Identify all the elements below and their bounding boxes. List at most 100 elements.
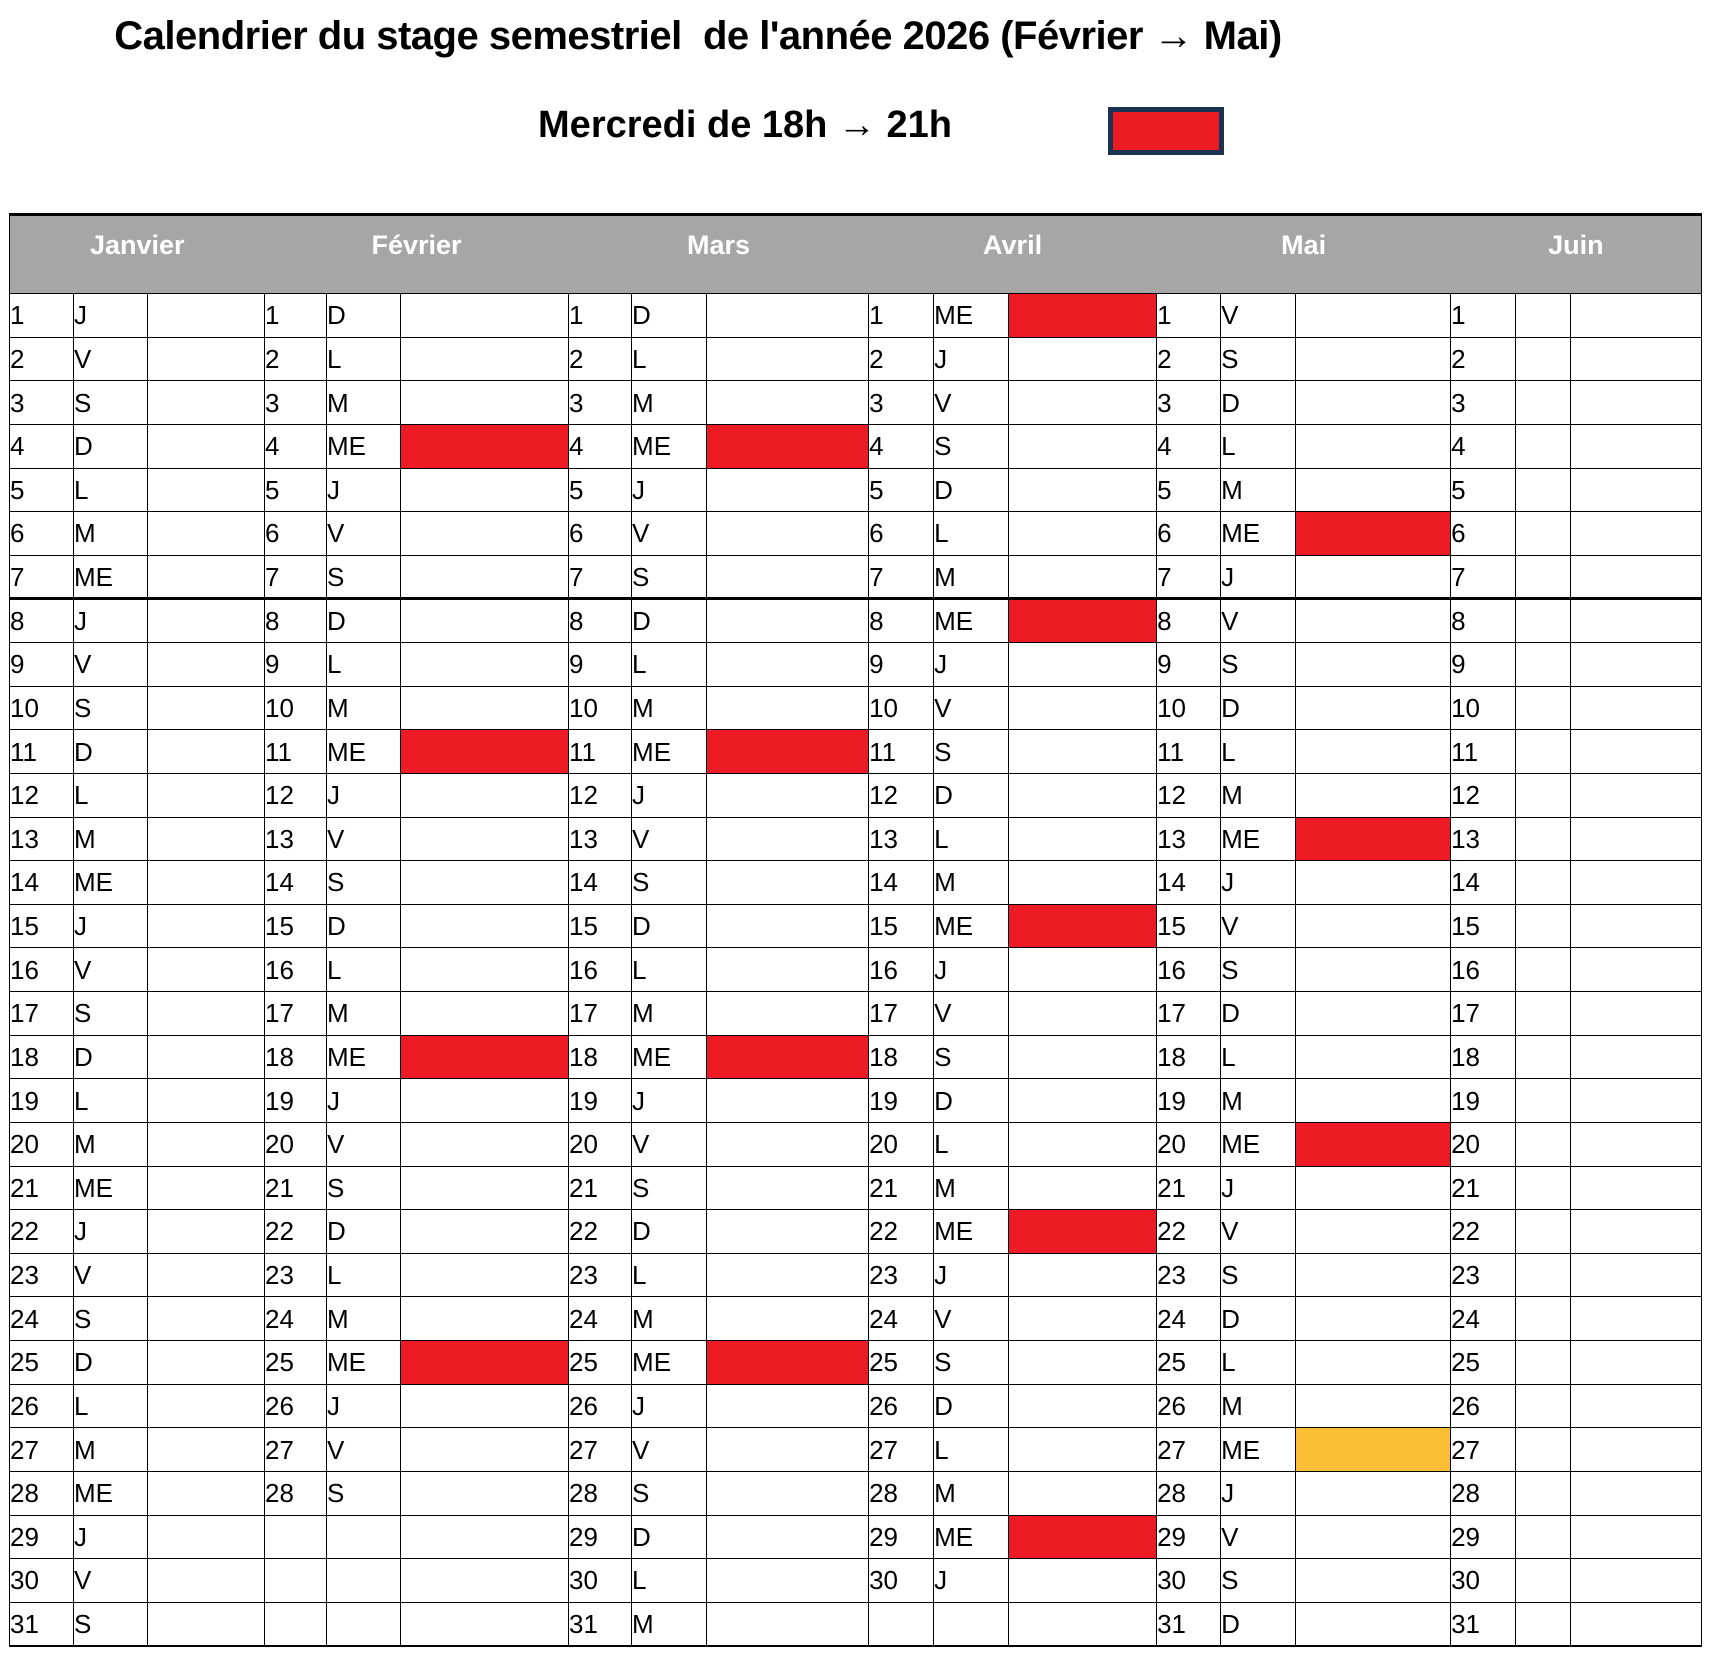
session-highlight-cell <box>1570 1034 1703 1080</box>
day-letter-cell: D <box>631 1209 708 1254</box>
session-highlight-cell <box>1570 1296 1703 1341</box>
day-number-cell: 9 <box>568 642 633 687</box>
session-highlight-cell <box>706 511 870 556</box>
day-number-cell: 28 <box>568 1470 633 1516</box>
day-number-cell: 9 <box>9 642 74 687</box>
day-letter-cell <box>1515 1427 1572 1472</box>
day-letter-cell: J <box>631 772 708 818</box>
day-number-cell: 18 <box>9 1034 74 1080</box>
day-letter-cell: S <box>631 860 708 905</box>
day-number-cell: 3 <box>568 380 633 425</box>
session-highlight-cell <box>146 1034 266 1080</box>
day-number-cell: 26 <box>9 1383 74 1429</box>
session-highlight-cell <box>146 685 266 731</box>
day-letter-cell: L <box>326 642 402 687</box>
day-letter-cell <box>1515 467 1572 513</box>
session-highlight-cell <box>146 729 266 774</box>
day-letter-cell <box>1515 991 1572 1036</box>
month-header-mars: Mars <box>568 214 869 294</box>
day-number-cell: 24 <box>1156 1296 1222 1341</box>
day-letter-cell: J <box>326 772 402 818</box>
day-number-cell: 12 <box>568 772 633 818</box>
session-highlight-cell <box>146 1165 266 1211</box>
day-number-cell: 12 <box>1156 772 1222 818</box>
day-number-cell: 14 <box>264 860 328 905</box>
day-number-cell: 20 <box>568 1121 633 1167</box>
session-highlight-cell <box>706 1427 870 1472</box>
day-letter-cell: J <box>73 1209 148 1254</box>
day-letter-cell: S <box>326 1470 402 1516</box>
day-letter-cell: ME <box>73 554 148 601</box>
day-letter-cell: J <box>326 1383 402 1429</box>
schedule-subtitle: Mercredi de 18h → 21h <box>538 104 952 146</box>
day-number-cell: 3 <box>1450 380 1517 425</box>
month-header-avril: Avril <box>868 214 1157 294</box>
day-number-cell: 25 <box>1450 1340 1517 1385</box>
session-highlight-cell <box>1008 729 1158 774</box>
day-number-cell: 17 <box>9 991 74 1036</box>
day-number-cell <box>264 1601 328 1647</box>
day-letter-cell: L <box>631 947 708 992</box>
session-highlight-cell <box>706 903 870 949</box>
session-highlight-cell <box>400 1078 570 1123</box>
calendar-title: Calendrier du stage semestriel de l'anné… <box>114 14 1282 58</box>
table-row: 1 J 1 D 1 D 1 ME 1 V 1 <box>9 293 1703 338</box>
day-letter-cell <box>326 1558 402 1603</box>
day-letter-cell: V <box>326 511 402 556</box>
day-number-cell: 30 <box>568 1558 633 1603</box>
session-highlight-cell <box>1008 1470 1158 1516</box>
day-number-cell: 26 <box>868 1383 935 1429</box>
day-letter-cell: L <box>631 1252 708 1298</box>
day-number-cell: 22 <box>9 1209 74 1254</box>
session-highlight-cell <box>706 947 870 992</box>
day-number-cell: 15 <box>868 903 935 949</box>
session-highlight-cell <box>146 1209 266 1254</box>
day-number-cell: 2 <box>568 336 633 382</box>
table-row: 28 ME 28 S 28 S 28 M 28 J 28 <box>9 1470 1703 1516</box>
day-number-cell: 16 <box>568 947 633 992</box>
session-legend-swatch <box>1108 107 1224 155</box>
day-letter-cell: ME <box>73 860 148 905</box>
table-row: 25 D 25 ME 25 ME 25 S 25 L 25 <box>9 1340 1703 1385</box>
table-row: 15 J 15 D 15 D 15 ME 15 V 15 <box>9 903 1703 949</box>
day-number-cell: 21 <box>1450 1165 1517 1211</box>
day-letter-cell: ME <box>933 1209 1010 1254</box>
day-letter-cell: L <box>933 1121 1010 1167</box>
day-letter-cell <box>1515 903 1572 949</box>
day-letter-cell: S <box>1220 947 1297 992</box>
day-letter-cell: J <box>1220 1165 1297 1211</box>
day-number-cell: 6 <box>9 511 74 556</box>
day-letter-cell: J <box>326 467 402 513</box>
day-letter-cell: V <box>631 1427 708 1472</box>
day-letter-cell <box>326 1514 402 1560</box>
session-highlight-cell-red <box>1295 1121 1452 1167</box>
session-highlight-cell <box>1570 772 1703 818</box>
session-highlight-cell <box>146 903 266 949</box>
day-letter-cell: J <box>933 947 1010 992</box>
day-letter-cell: L <box>933 511 1010 556</box>
session-highlight-cell <box>1295 685 1452 731</box>
day-letter-cell: M <box>631 1296 708 1341</box>
day-letter-cell: D <box>631 598 708 643</box>
day-letter-cell: S <box>933 1034 1010 1080</box>
day-number-cell: 17 <box>868 991 935 1036</box>
session-highlight-cell <box>706 1209 870 1254</box>
day-letter-cell: L <box>326 947 402 992</box>
day-number-cell: 27 <box>568 1427 633 1472</box>
day-letter-cell <box>1515 1383 1572 1429</box>
day-letter-cell: V <box>631 511 708 556</box>
day-letter-cell: S <box>631 554 708 601</box>
session-highlight-cell <box>1570 380 1703 425</box>
day-letter-cell: S <box>73 1296 148 1341</box>
day-number-cell: 7 <box>1156 554 1222 601</box>
session-highlight-cell <box>1295 1078 1452 1123</box>
session-highlight-cell <box>706 685 870 731</box>
session-highlight-cell <box>706 1601 870 1647</box>
day-number-cell: 16 <box>264 947 328 992</box>
day-number-cell: 28 <box>9 1470 74 1516</box>
day-number-cell: 9 <box>1450 642 1517 687</box>
session-highlight-cell <box>1008 991 1158 1036</box>
day-letter-cell <box>1515 729 1572 774</box>
day-letter-cell: D <box>933 1078 1010 1123</box>
